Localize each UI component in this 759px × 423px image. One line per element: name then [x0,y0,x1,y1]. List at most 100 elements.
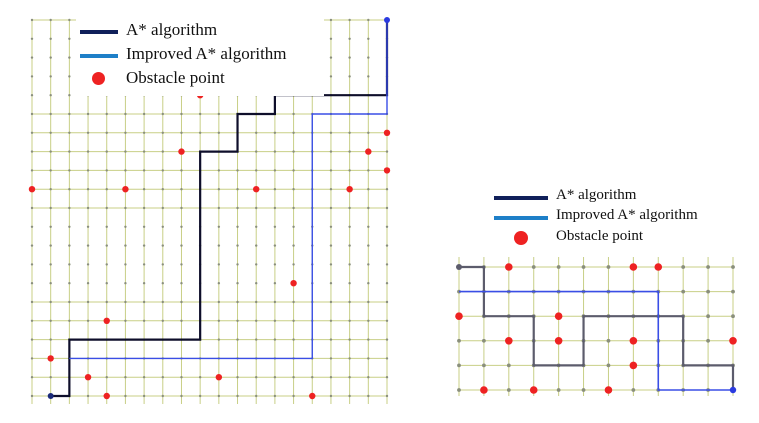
grid-node [161,376,164,379]
grid-node [236,225,239,228]
grid-node [292,188,295,191]
grid-node [273,244,277,247]
grid-node [292,300,295,304]
grid-node [348,263,351,266]
grid-node [385,300,389,304]
grid-node [105,263,108,266]
grid-node [606,338,611,343]
grid-node [161,112,164,116]
grid-node [105,282,108,285]
grid-node [217,225,221,228]
grid-node [506,388,511,392]
grid-node [681,289,686,294]
grid-node [348,131,351,134]
grid-node [86,394,90,398]
grid-node [367,282,370,285]
grid-node [255,169,258,172]
grid-node [105,244,108,247]
grid-node [142,244,146,247]
grid-node [706,289,710,294]
grid-node [367,357,370,360]
grid-node [180,376,183,379]
grid-node [86,300,90,304]
grid-node [292,319,295,322]
astar-swatch [80,30,118,34]
obstacle-point [309,392,316,400]
grid-node [124,225,127,228]
grid-node [68,244,71,247]
grid-node [30,75,34,78]
grid-node [348,319,351,322]
grid-node [217,300,221,304]
grid-node [329,131,333,134]
obstacle-point [505,263,513,271]
grid-node [385,319,389,322]
grid-node [49,338,52,341]
grid-node [124,150,127,153]
grid-node [124,206,127,210]
grid-node [348,37,351,40]
legend-map-1: A* algorithm Improved A* algorithm Obsta… [76,16,324,96]
grid-node [68,282,71,285]
obstacle-point [290,280,297,287]
grid-node [217,244,221,247]
grid-node [292,376,295,379]
grid-node [49,282,52,285]
grid-node [367,394,370,398]
grid-node [292,225,295,228]
obstacle-point [28,186,36,193]
grid-node [273,206,277,210]
grid-node [142,300,146,304]
grid-node [329,244,333,247]
grid-node [367,18,370,22]
grid-node [180,131,183,134]
grid-node [581,265,586,269]
grid-node [180,206,183,210]
improved-astar-path [69,20,388,360]
obstacle-point [455,312,463,321]
grid-node [161,150,164,153]
grid-node [255,225,258,228]
grid-node [329,188,333,191]
grid-node [273,131,277,134]
grid-node [161,394,164,398]
grid-node [273,300,277,304]
grid-node [68,112,71,116]
grid-node [255,338,258,341]
grid-node [142,319,146,322]
grid-node [142,206,146,210]
grid-node [86,169,90,172]
grid-node [105,150,108,153]
grid-node [348,206,351,210]
grid-node [482,338,486,343]
obstacle-point [505,337,513,345]
grid-node [124,376,127,379]
legend-item-improved: Improved A* algorithm [490,207,742,227]
grid-node [180,225,183,228]
grid-node [348,169,351,172]
grid-node [217,319,221,322]
grid-node [329,282,333,285]
grid-node [30,169,34,172]
grid-node [30,282,34,285]
obstacle-point [103,392,110,400]
grid-node [49,188,52,191]
grid-node [124,300,127,304]
legend-item-astar: A* algorithm [490,187,742,207]
grid-node [161,282,164,285]
grid-node [68,18,71,22]
grid-node [49,56,52,59]
grid-node [68,319,71,322]
legend-label-astar: A* algorithm [556,187,637,203]
grid-node [30,94,34,97]
obstacle-point [529,386,538,394]
obstacles [455,263,737,394]
grid-node [329,338,333,341]
legend-item-obstacle: Obstacle point [76,68,324,90]
grid-node [367,131,370,134]
grid-node [367,75,370,78]
grid-node [367,225,370,228]
improved-swatch [80,54,118,58]
grid-node [329,37,333,40]
grid-node [292,150,295,153]
